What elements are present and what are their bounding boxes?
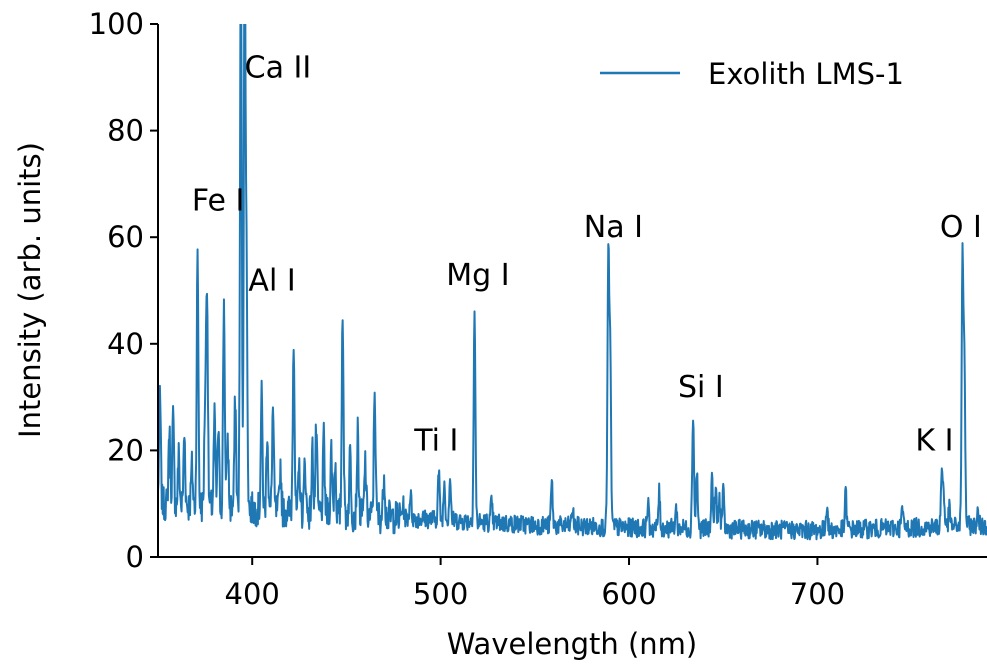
peak-annotation: Fe I xyxy=(192,184,244,219)
peak-annotation: Na I xyxy=(584,210,643,245)
legend: Exolith LMS-1 xyxy=(600,57,904,91)
x-axis-title: Wavelength (nm) xyxy=(447,627,698,661)
legend-label: Exolith LMS-1 xyxy=(708,57,904,91)
series-line-exolith-lms-1 xyxy=(158,24,987,541)
y-tick-label: 80 xyxy=(107,114,144,148)
y-tick-label: 100 xyxy=(89,7,144,41)
axes xyxy=(157,24,987,558)
y-tick-label: 40 xyxy=(107,327,144,361)
x-tick-label: 400 xyxy=(225,577,280,611)
annotations: Ca II Fe I Al I Mg I Na I Ti I Si I O I K I xyxy=(192,50,982,458)
y-tick-label: 0 xyxy=(126,540,144,574)
peak-annotation: Si I xyxy=(678,370,724,405)
x-ticks: 400 500 600 700 xyxy=(225,557,845,611)
x-tick-label: 700 xyxy=(790,577,845,611)
x-tick-label: 500 xyxy=(413,577,468,611)
y-tick-label: 20 xyxy=(107,433,144,467)
series-layer xyxy=(158,24,987,541)
peak-annotation: Mg I xyxy=(446,258,509,293)
peak-annotation: Ca II xyxy=(245,50,312,85)
y-tick-label: 60 xyxy=(107,220,144,254)
x-tick-label: 600 xyxy=(601,577,656,611)
peak-annotation: K I xyxy=(915,423,953,458)
y-ticks: 0 20 40 60 80 100 xyxy=(89,7,158,574)
peak-annotation: Al I xyxy=(248,264,295,299)
peak-annotation: O I xyxy=(940,210,982,245)
peak-annotation: Ti I xyxy=(413,423,458,458)
y-axis-title: Intensity (arb. units) xyxy=(13,142,47,438)
